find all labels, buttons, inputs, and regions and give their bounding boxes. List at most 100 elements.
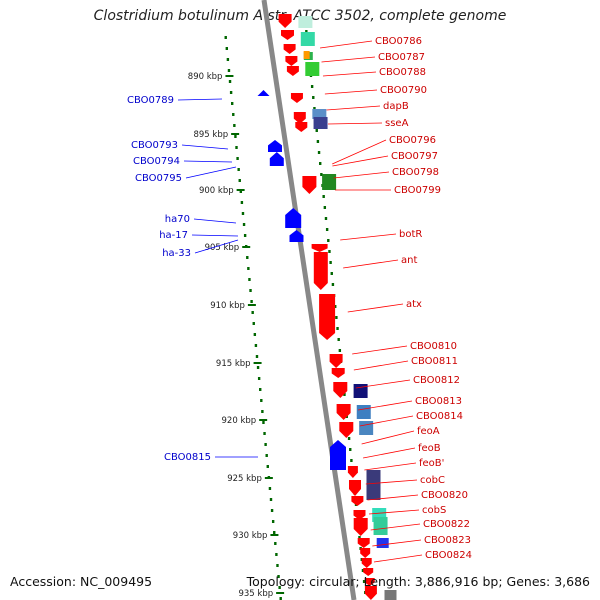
track-dot xyxy=(271,520,275,523)
track-dot xyxy=(250,300,253,303)
gene-label: feoB xyxy=(418,443,441,454)
gene-box xyxy=(305,62,320,76)
gene-arrow xyxy=(351,496,364,506)
ruler-tick-label: 895 kbp xyxy=(193,130,228,140)
gene-label: CBO0811 xyxy=(411,356,458,367)
gene-label: CBO0798 xyxy=(392,167,439,178)
track-dot xyxy=(338,349,342,352)
gene-arrow xyxy=(268,140,282,152)
label-leader-line xyxy=(357,400,413,411)
gene-label: feoA xyxy=(417,426,440,437)
label-leader-line xyxy=(364,462,417,471)
gene-box xyxy=(359,421,374,435)
track-dot xyxy=(240,201,244,204)
gene-label: CBO0786 xyxy=(375,36,422,47)
label-leader-line xyxy=(332,139,387,165)
track-dot xyxy=(269,498,273,501)
track-dot xyxy=(242,223,246,226)
track-dot xyxy=(328,250,331,253)
label-leader-line xyxy=(328,122,383,125)
label-leader-line xyxy=(177,98,223,101)
track-dot xyxy=(335,316,338,319)
track-dot xyxy=(239,190,243,193)
label-leader-line xyxy=(340,233,397,241)
gene-arrow xyxy=(269,152,284,166)
gene-arrow xyxy=(281,30,294,40)
track-dot xyxy=(264,443,267,446)
gene-arrow xyxy=(349,480,361,496)
gene-arrow xyxy=(285,56,298,66)
gene-label: CBO0822 xyxy=(423,519,470,530)
track-dot xyxy=(254,344,258,347)
ruler-tick-label: 920 kbp xyxy=(222,416,257,426)
label-leader-line xyxy=(368,509,420,515)
track-dot xyxy=(243,234,247,237)
gene-label: CBO0793 xyxy=(131,140,178,151)
track-dot xyxy=(270,509,274,512)
track-dot xyxy=(331,283,335,286)
track-dot xyxy=(256,366,260,369)
gene-box xyxy=(303,51,310,59)
gene-box xyxy=(298,16,313,28)
label-leader-line xyxy=(333,171,390,179)
track-dot xyxy=(276,564,279,567)
track-dot xyxy=(252,322,255,325)
gene-label: CBO0814 xyxy=(416,411,463,422)
track-dot xyxy=(251,311,254,314)
label-leader-line xyxy=(332,155,389,167)
track-dot xyxy=(319,162,322,165)
track-dot xyxy=(277,575,280,578)
gene-arrow xyxy=(329,354,343,368)
track-dot xyxy=(266,465,269,468)
gene-label: botR xyxy=(399,229,422,240)
track-dot xyxy=(249,289,252,292)
gene-box xyxy=(322,174,337,190)
ruler-tick-label: 935 kbp xyxy=(238,589,273,599)
gene-label: CBO0790 xyxy=(380,85,427,96)
track-dot xyxy=(268,487,272,490)
track-dot xyxy=(263,432,266,435)
gene-arrow xyxy=(290,93,303,103)
gene-label: CBO0795 xyxy=(135,173,182,184)
track-dot xyxy=(329,261,332,264)
track-dot xyxy=(325,228,329,231)
gene-label: ha-33 xyxy=(162,248,191,259)
gene-arrow xyxy=(339,422,354,438)
gene-box xyxy=(366,470,381,500)
accession-text: Accession: NC_009495 xyxy=(10,574,153,589)
track-dot xyxy=(228,80,232,83)
gene-arrow xyxy=(295,122,308,132)
track-dot xyxy=(350,459,353,462)
genome-backbone xyxy=(261,0,357,600)
gene-arrow xyxy=(364,578,375,586)
gene-arrow xyxy=(363,568,374,576)
gene-label: CBO0813 xyxy=(415,396,462,407)
track-dot xyxy=(323,206,327,209)
gene-arrow xyxy=(293,112,306,124)
track-dot xyxy=(229,91,233,94)
track-dot xyxy=(324,217,328,220)
label-leader-line xyxy=(319,40,373,49)
track-dot xyxy=(233,124,236,127)
track-dot xyxy=(316,140,320,143)
topology-text: Topology: circular; Length: 3,886,916 bp… xyxy=(246,574,590,589)
track-dot xyxy=(259,388,262,391)
track-dot xyxy=(224,36,227,39)
track-dot xyxy=(225,47,229,50)
left-gene-labels: CBO0789 CBO0793 CBO0794 CBO0795 ha70 ha-17 ha-… xyxy=(127,95,258,463)
label-leader-line xyxy=(194,239,239,254)
track-dot xyxy=(262,421,265,424)
gene-label: atx xyxy=(406,299,422,310)
track-dot xyxy=(334,305,337,308)
gene-arrow xyxy=(353,510,366,520)
track-dot xyxy=(227,69,231,72)
gene-label: ha70 xyxy=(165,214,190,225)
track-dot xyxy=(317,151,321,154)
gene-box xyxy=(313,117,328,129)
gene-arrow xyxy=(333,382,348,398)
gene-label: CBO0794 xyxy=(133,156,180,167)
gene-box xyxy=(312,109,327,119)
track-dot xyxy=(247,267,250,270)
track-dot xyxy=(327,239,330,242)
gene-arrow xyxy=(278,14,292,28)
